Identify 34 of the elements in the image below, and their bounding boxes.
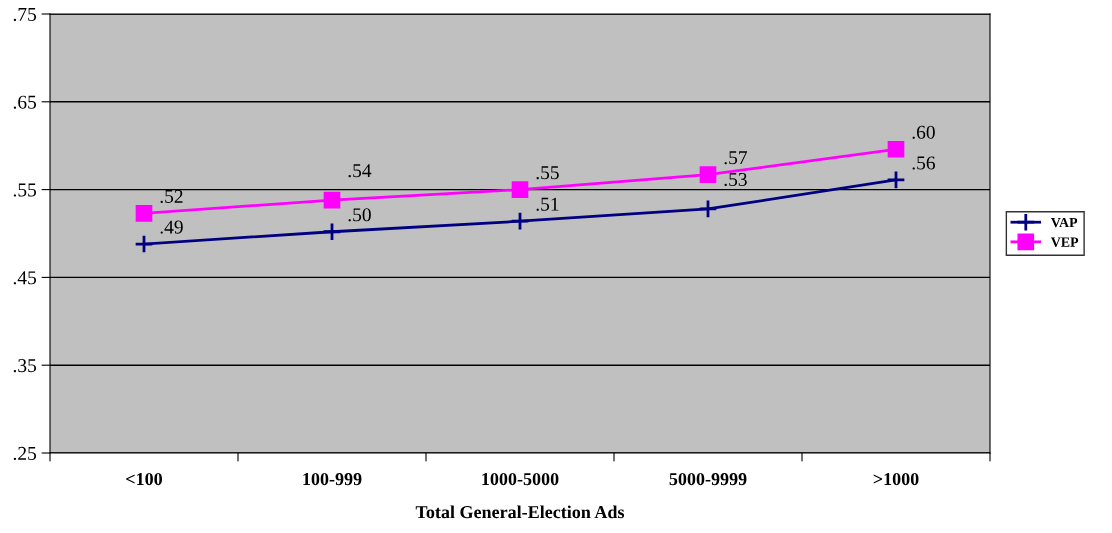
point — [322, 222, 342, 242]
data-label: .54 — [348, 164, 372, 178]
data-label: .53 — [724, 172, 747, 187]
legend-label: VEP — [1050, 237, 1079, 247]
y-tick-label: .55 — [13, 183, 37, 197]
data-label: .60 — [912, 125, 935, 139]
point — [135, 204, 153, 222]
data-label: .56 — [912, 156, 935, 170]
x-tick-label: <100 — [126, 472, 162, 486]
y-tick-label: .75 — [13, 8, 37, 22]
data-label: .55 — [536, 166, 559, 180]
data-label: .49 — [160, 220, 183, 234]
x-tick-label: 1000-5000 — [482, 472, 559, 486]
y-tick-label: .35 — [13, 359, 37, 373]
y-tick-label: .25 — [13, 446, 37, 461]
point — [510, 211, 530, 231]
point — [699, 166, 717, 184]
data-label: .51 — [536, 197, 559, 211]
data-label: .57 — [724, 151, 748, 165]
x-axis-title: Total General-Election Ads — [415, 505, 625, 519]
point — [134, 234, 154, 254]
y-tick-label: .65 — [13, 95, 37, 109]
data-label: .50 — [348, 208, 371, 222]
point — [887, 140, 905, 158]
x-tick-label: 100-999 — [303, 472, 362, 486]
x-tick-label: >1000 — [873, 472, 919, 486]
point — [886, 170, 906, 190]
point — [698, 199, 718, 219]
x-tick-label: 5000-9999 — [669, 472, 747, 486]
point — [323, 191, 341, 209]
data-label: .52 — [160, 189, 183, 203]
y-tick-label: .45 — [13, 271, 37, 285]
legend-label: VAP — [1050, 217, 1078, 228]
point — [511, 181, 529, 198]
